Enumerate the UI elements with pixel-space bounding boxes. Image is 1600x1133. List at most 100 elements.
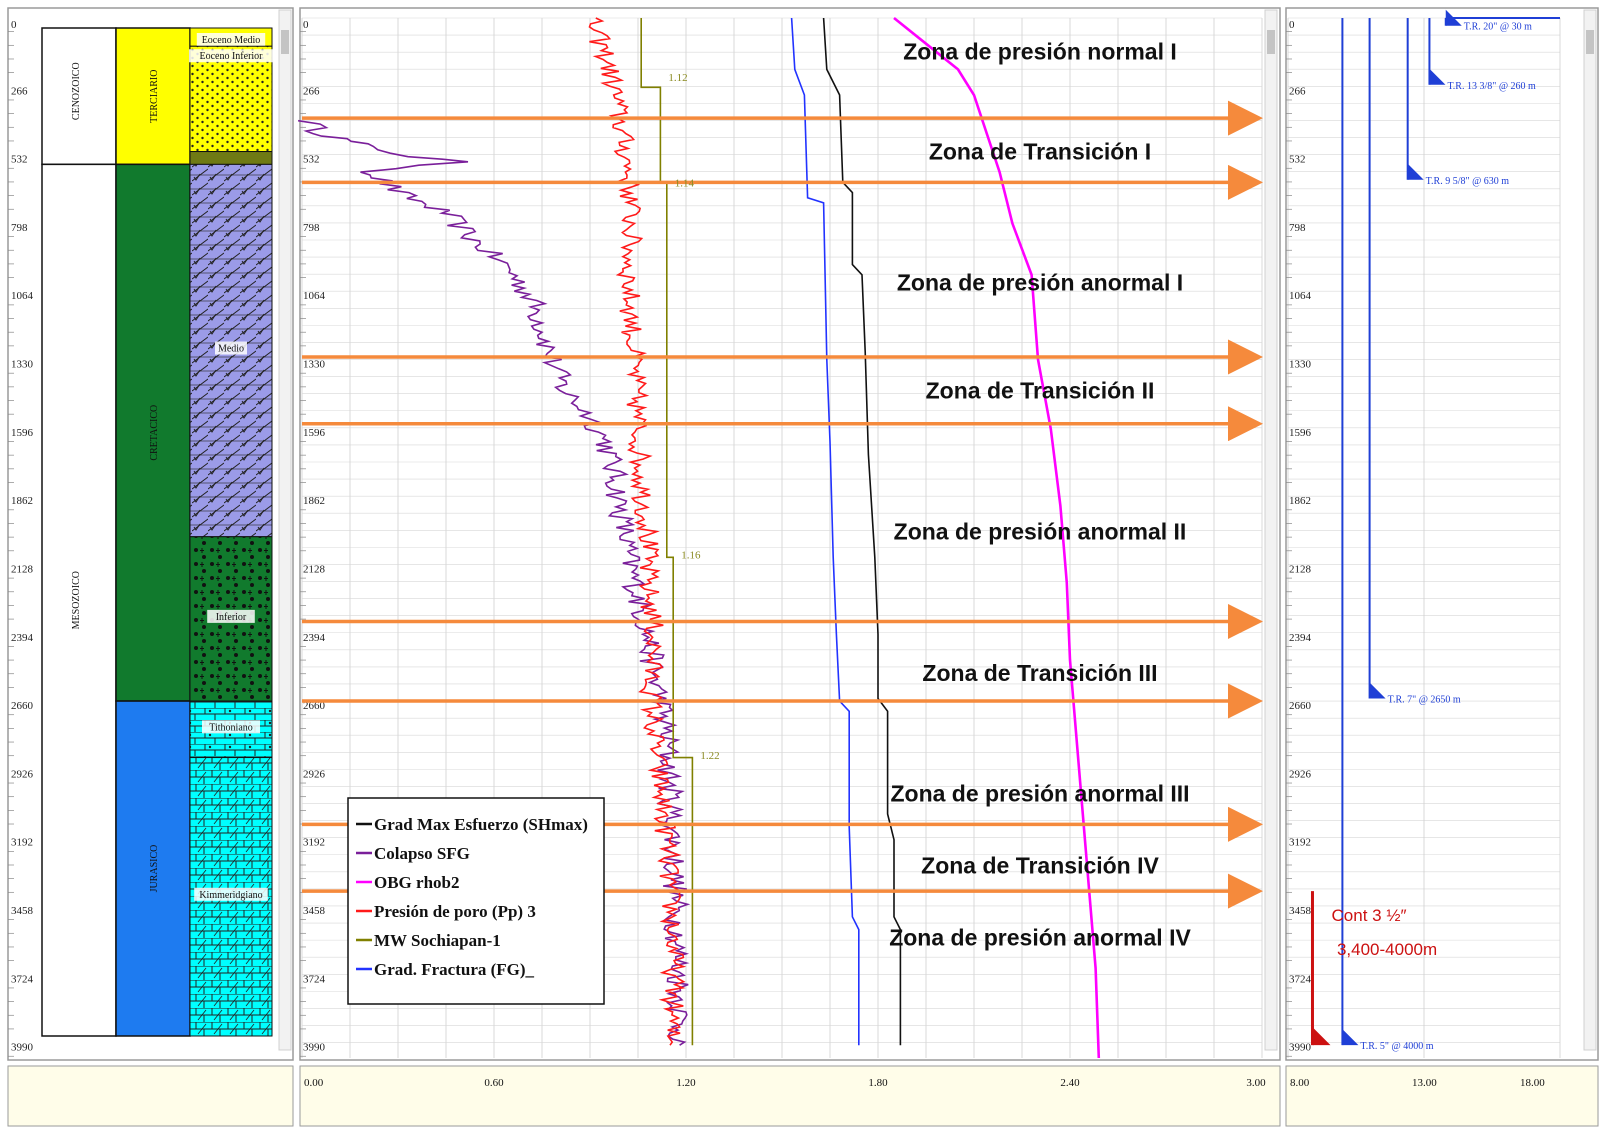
scrollbar-thumb-1[interactable] (1267, 30, 1275, 54)
casing-depth-tick-11: 2926 (1289, 768, 1312, 780)
strat-depth-tick-6: 1596 (11, 427, 34, 439)
casing-label: T.R. 20" @ 30 m (1464, 22, 1532, 33)
strat-depth-tick-5: 1330 (11, 359, 34, 371)
casing-shoe (1369, 682, 1386, 699)
strat-depth-tick-1: 266 (11, 85, 28, 97)
scrollbars[interactable] (278, 9, 1597, 1051)
main-depth-tick-15: 3990 (303, 1042, 326, 1054)
main-depth-tick-14: 3724 (303, 973, 326, 985)
lithology-label-bg (189, 49, 273, 63)
main-depth-tick-10: 2660 (303, 700, 326, 712)
scrollbar-thumb-2[interactable] (1586, 30, 1594, 54)
lithology-label-bg (194, 887, 268, 901)
legend-entry: Colapso SFG (374, 844, 470, 863)
casing-label: T.R. 9 5/8" @ 630 m (1426, 176, 1510, 187)
main-depth-tick-5: 1330 (303, 359, 326, 371)
vertical-scrollbar-0[interactable] (278, 9, 292, 1051)
panel-frame-2 (1285, 7, 1599, 1061)
zone-label: Zona de presión anormal II (894, 519, 1187, 545)
strat-depth-tick-8: 2128 (11, 563, 34, 575)
lithology-label: Inferior (216, 612, 247, 623)
main-depth-tick-4: 1064 (303, 290, 326, 302)
mud-weight-label: 1.12 (668, 72, 687, 84)
chart-legend: Grad Max Esfuerzo (SHmax) Colapso SFG OBG … (347, 797, 605, 1005)
casing-x-tick-label: 13.00 (1412, 1077, 1437, 1089)
series-line (588, 17, 687, 1046)
legend-entry: OBG rhob2 (374, 873, 460, 892)
x-axis-main: 0.00 0.60 1.20 1.80 2.40 3.00 (304, 1077, 1266, 1089)
casing-depth-tick-12: 3192 (1289, 837, 1311, 849)
footer-box-main (299, 1065, 1281, 1127)
zone-label: Zona de Transición IV (921, 852, 1159, 878)
x-axis-casing: 8.00 13.00 18.00 (1290, 1077, 1545, 1089)
casing-depth-tick-15: 3990 (1289, 1042, 1312, 1054)
lithology-label-bg (202, 720, 260, 734)
casing-depth-tick-13: 3458 (1289, 905, 1312, 917)
zone-label: Zona de Transición III (922, 660, 1157, 686)
lithology-label: Medio (218, 344, 244, 355)
period-box (115, 27, 191, 166)
casing-label: T.R. 7" @ 2650 m (1388, 694, 1461, 705)
lithology-label-bg (196, 33, 266, 46)
legend-entry: MW Sochiapan-1 (374, 931, 501, 950)
casing-shoe (1429, 68, 1446, 85)
x-tick-label: 2.40 (1060, 1077, 1080, 1089)
zone-label: Zona de presión anormal IV (889, 924, 1191, 950)
series-line (640, 18, 694, 1046)
casing-plot-grid (1287, 17, 1561, 1058)
period-box (115, 700, 191, 1037)
main-depth-tick-8: 2128 (303, 563, 326, 575)
lithology-unit (189, 151, 273, 165)
main-depth-tick-3: 798 (303, 222, 320, 234)
lithology-label: Kimmeridgiano (199, 890, 262, 901)
lithology-unit (189, 45, 273, 153)
footer-box-casing (1285, 1065, 1599, 1127)
zone-labels: Zona de presión normal I Zona de Transici… (889, 38, 1191, 950)
stratigraphic-column: CENOZOICO MESOZOICO TERCIARIO CRETACICO JURA… (41, 27, 273, 1037)
main-depth-tick-9: 2394 (303, 632, 326, 644)
series-line (893, 16, 1101, 1059)
casing-label: T.R. 13 3/8" @ 260 m (1447, 81, 1536, 92)
zone-label: Zona de presión anormal III (890, 781, 1189, 807)
liner-shoe (1312, 1027, 1331, 1046)
casing-depth-tick-8: 2128 (1289, 563, 1312, 575)
lithology-label-bg (215, 341, 247, 355)
legend-entry: Presión de poro (Pp) 3 (374, 902, 536, 921)
casing-depth-tick-3: 798 (1289, 222, 1306, 234)
strat-depth-tick-7: 1862 (11, 495, 33, 507)
zone-label: Zona de presión anormal I (897, 269, 1183, 295)
x-tick-label: 1.80 (868, 1077, 888, 1089)
main-depth-tick-2: 532 (303, 154, 320, 166)
casing-label: T.R. 5" @ 4000 m (1360, 1041, 1433, 1052)
depth-axis-casing: 0 266 532 798 1064 1330 1596 1862 2128 2394 2660 29… (1286, 19, 1312, 1057)
mud-weight-labels: 1.12 1.14 1.16 1.22 (668, 72, 719, 762)
casing-depth-tick-0: 0 (1289, 19, 1295, 31)
lithology-label: Eoceno Inferior (199, 51, 263, 62)
series-line (790, 17, 860, 1046)
casing-depth-tick-6: 1596 (1289, 427, 1312, 439)
casing-x-tick-label: 8.00 (1290, 1077, 1310, 1089)
liner-label-2: 3,400-4000m (1337, 940, 1437, 959)
strat-depth-tick-10: 2660 (11, 700, 34, 712)
era-label: MESOZOICO (71, 571, 82, 629)
main-depth-tick-11: 2926 (303, 768, 326, 780)
strat-depth-tick-4: 1064 (11, 290, 34, 302)
series-line (822, 17, 902, 1046)
main-depth-tick-6: 1596 (303, 427, 326, 439)
depth-axis-main: 0 266 532 798 1064 1330 1596 1862 2128 2394 2660 29… (300, 19, 326, 1057)
period-label: TERCIARIO (149, 70, 160, 123)
vertical-scrollbar-2[interactable] (1583, 9, 1597, 1051)
casing-depth-tick-5: 1330 (1289, 359, 1312, 371)
strat-depth-tick-14: 3724 (11, 973, 34, 985)
casing-depth-tick-9: 2394 (1289, 632, 1312, 644)
period-box (115, 163, 191, 702)
mud-weight-label: 1.14 (675, 177, 695, 189)
zone-label: Zona de Transición II (926, 377, 1155, 403)
zone-label: Zona de presión normal I (903, 38, 1176, 64)
scrollbar-thumb-0[interactable] (281, 30, 289, 54)
vertical-scrollbar-1[interactable] (1264, 9, 1278, 1051)
x-tick-label: 0.60 (484, 1077, 504, 1089)
casing-strings: T.R. 20" @ 30 m T.R. 13 3/8" @ 260 m T.R. … (1310, 9, 1560, 1052)
strat-depth-tick-11: 2926 (11, 768, 34, 780)
